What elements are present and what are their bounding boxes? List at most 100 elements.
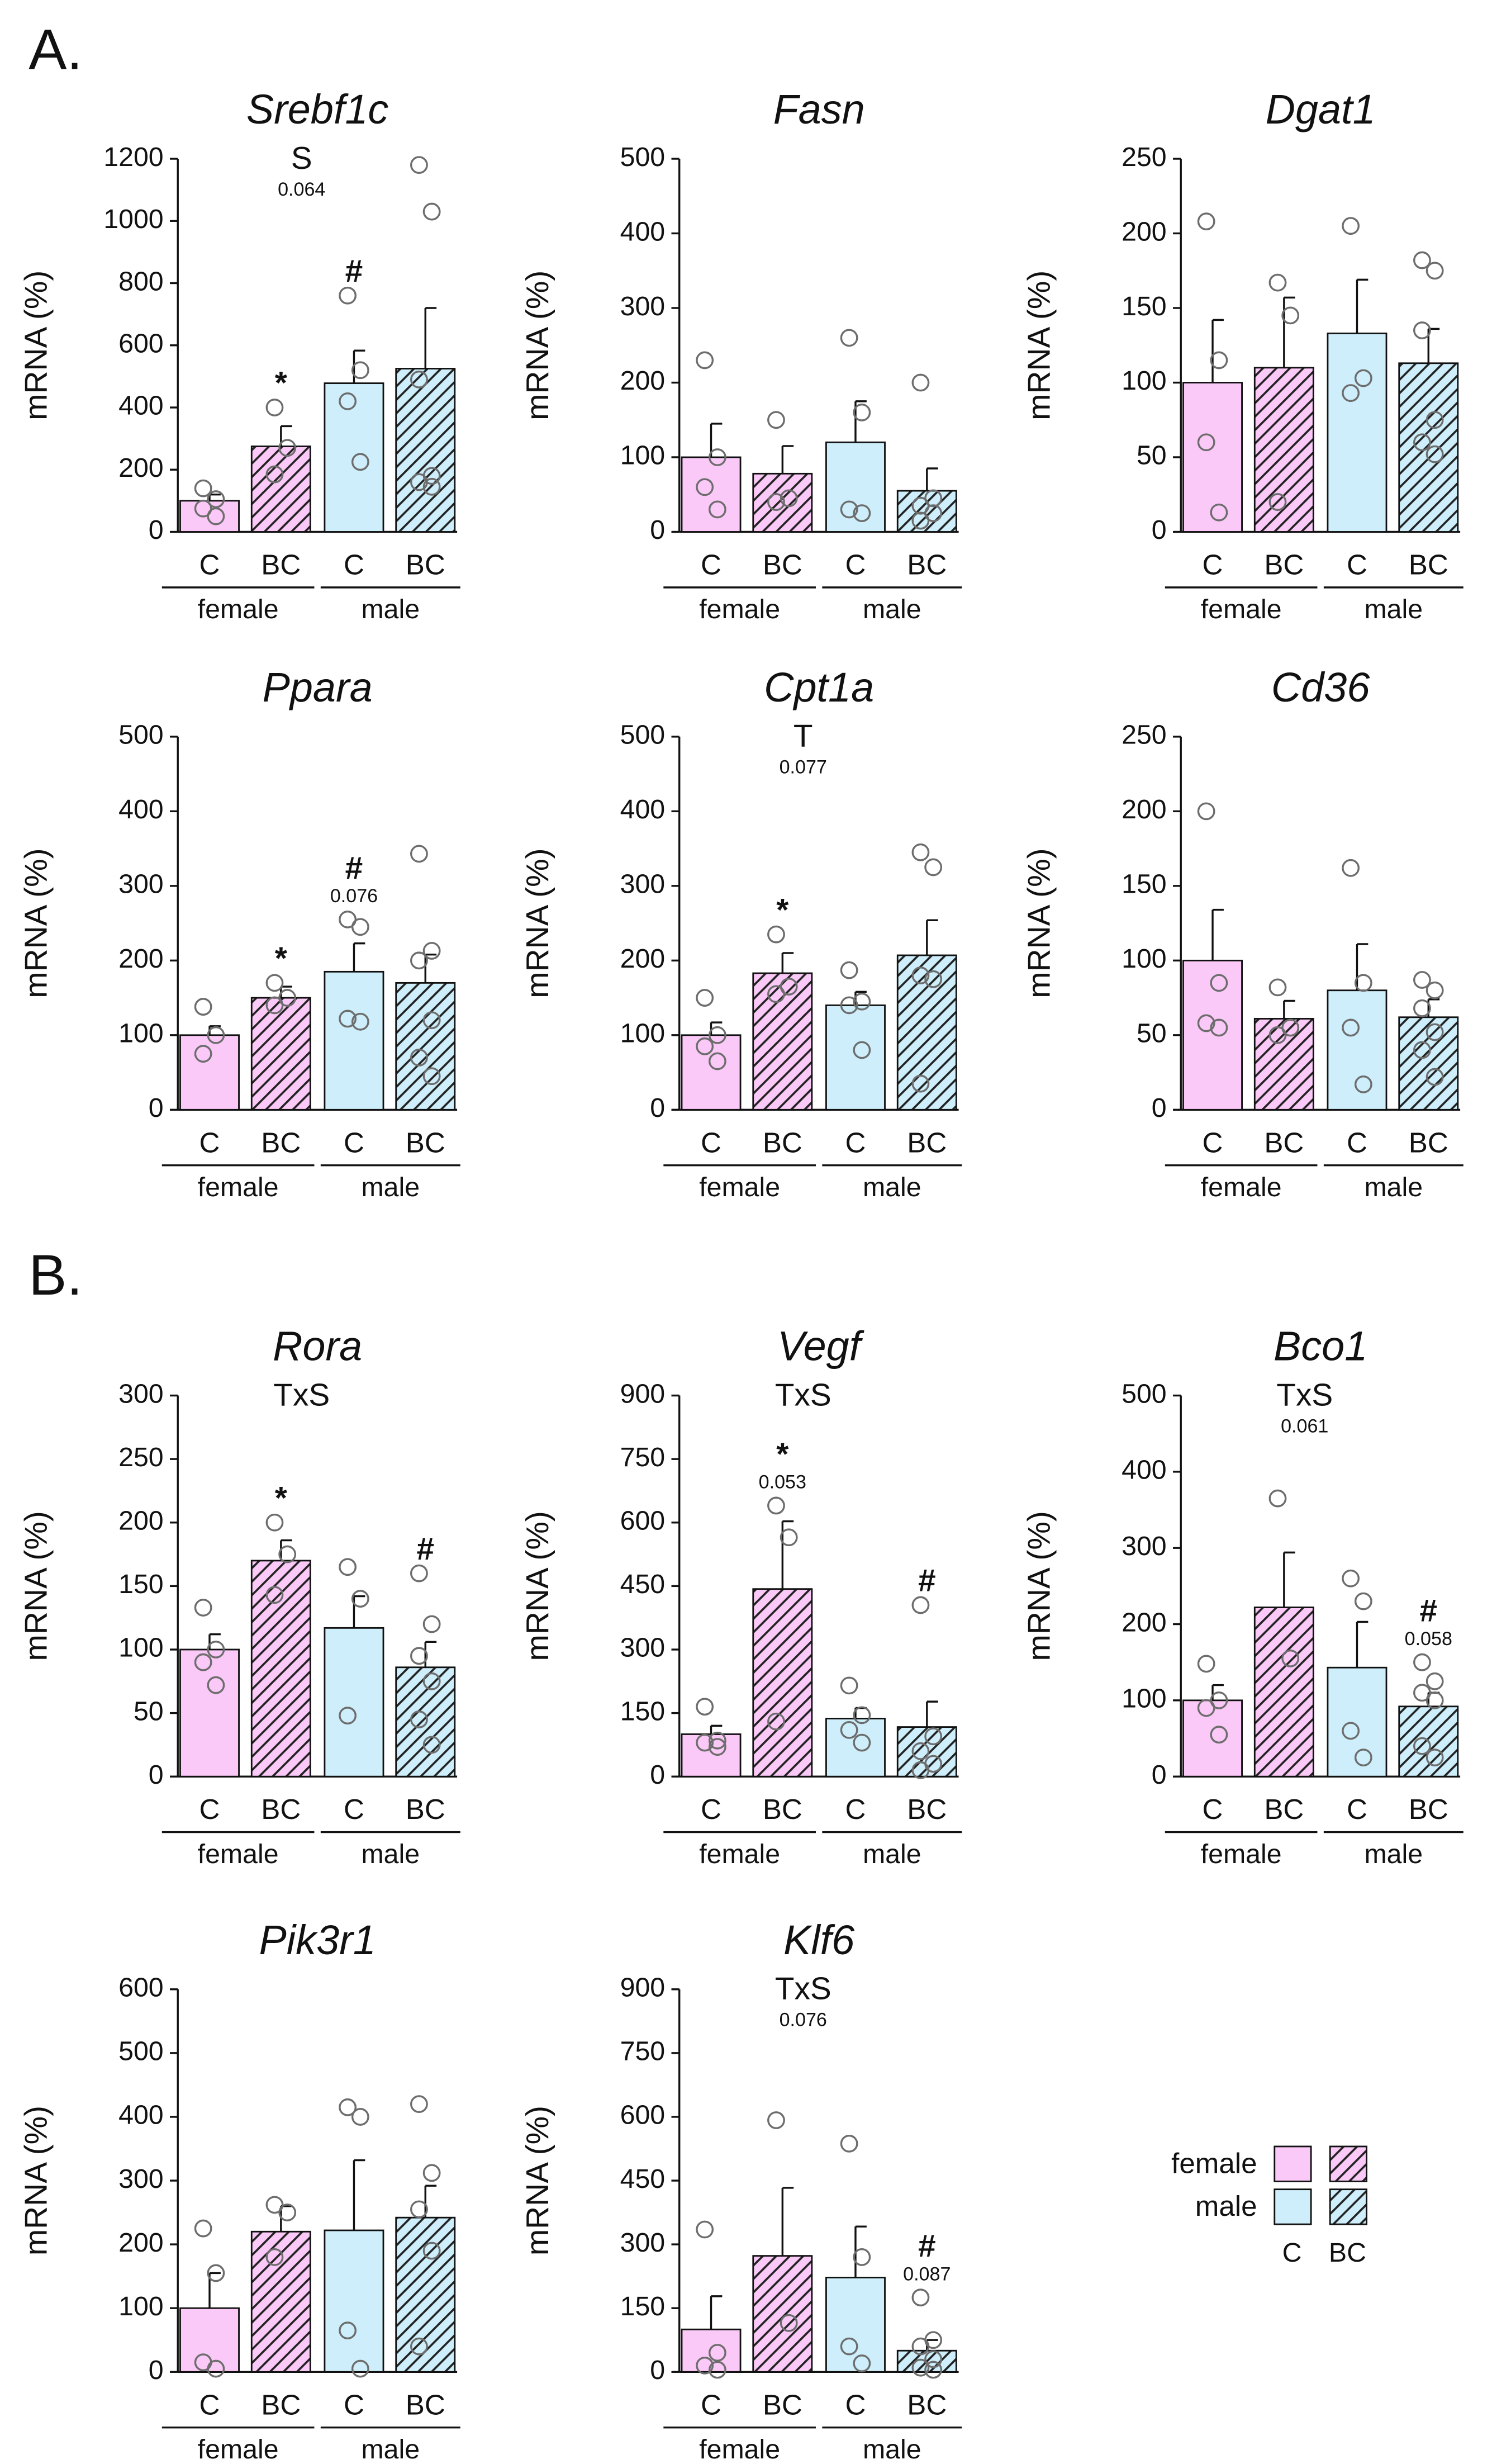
y-axis-label: mRNA (%) bbox=[520, 848, 555, 998]
data-point bbox=[911, 511, 930, 530]
data-point bbox=[207, 1026, 225, 1044]
y-tick-label: 0 bbox=[650, 515, 665, 545]
data-point bbox=[840, 1676, 858, 1695]
data-point bbox=[265, 1513, 284, 1532]
data-point bbox=[410, 1710, 428, 1728]
group-label: male bbox=[1364, 1172, 1423, 1202]
panel-label: B. bbox=[28, 1243, 83, 1307]
y-tick-label: 150 bbox=[118, 1569, 164, 1599]
data-point bbox=[767, 925, 785, 944]
data-point bbox=[696, 2220, 714, 2239]
bar bbox=[179, 1648, 240, 1778]
chart-title: Bco1 bbox=[1274, 1323, 1367, 1370]
y-tick-label: 200 bbox=[118, 944, 164, 974]
data-point bbox=[410, 845, 428, 863]
bar bbox=[324, 2229, 384, 2373]
data-point bbox=[410, 1564, 428, 1582]
y-tick-label: 500 bbox=[1122, 1378, 1167, 1409]
data-point bbox=[1210, 1018, 1228, 1037]
error-bar bbox=[424, 953, 437, 983]
data-point bbox=[194, 1599, 212, 1617]
data-point bbox=[853, 403, 871, 421]
group-label: female bbox=[1201, 1839, 1282, 1869]
significance-mark: * bbox=[776, 1437, 789, 1472]
chart-title: Dgat1 bbox=[1266, 86, 1376, 132]
error-bar bbox=[781, 445, 794, 474]
data-point bbox=[696, 478, 714, 496]
y-axis-label: mRNA (%) bbox=[1021, 848, 1057, 998]
data-point bbox=[1413, 971, 1431, 989]
y-tick-label: 400 bbox=[118, 794, 164, 825]
error-bar bbox=[1356, 1620, 1369, 1668]
data-point bbox=[339, 1707, 357, 1725]
data-point bbox=[265, 974, 284, 992]
error-bar bbox=[280, 1539, 292, 1561]
data-point bbox=[1210, 1726, 1228, 1744]
y-tick-label: 400 bbox=[620, 216, 666, 247]
data-point bbox=[410, 1647, 428, 1665]
data-point bbox=[1426, 1691, 1444, 1709]
x-tick-label: C bbox=[344, 2389, 364, 2420]
data-point bbox=[924, 1727, 943, 1746]
data-point bbox=[924, 970, 943, 988]
stats-label: TxS bbox=[775, 1972, 831, 2007]
data-point bbox=[696, 1698, 714, 1716]
x-tick-label: C bbox=[344, 1126, 364, 1158]
data-point bbox=[1354, 974, 1372, 992]
y-tick-label: 300 bbox=[620, 2228, 666, 2258]
data-point bbox=[767, 411, 785, 429]
bar bbox=[395, 982, 456, 1111]
data-point bbox=[339, 1558, 357, 1576]
bar bbox=[324, 1627, 384, 1778]
data-point bbox=[1413, 433, 1431, 452]
data-point bbox=[351, 361, 369, 380]
data-point bbox=[853, 1733, 871, 1752]
group-label: female bbox=[699, 1172, 780, 1202]
x-tick-label: BC bbox=[261, 2389, 301, 2420]
bar bbox=[752, 1588, 813, 1778]
data-point bbox=[194, 1045, 212, 1063]
y-tick-label: 300 bbox=[1122, 1531, 1167, 1561]
bar bbox=[395, 1666, 456, 1778]
error-bar bbox=[781, 952, 794, 974]
data-point bbox=[422, 202, 441, 221]
data-point bbox=[780, 2314, 798, 2332]
data-point bbox=[1342, 859, 1360, 877]
data-point bbox=[911, 2358, 930, 2377]
error-bar bbox=[1356, 278, 1369, 334]
data-point bbox=[767, 985, 785, 1003]
error-bar bbox=[854, 2225, 867, 2278]
significance-mark: * bbox=[776, 893, 789, 928]
x-tick-label: C bbox=[1347, 548, 1367, 580]
significance-mark: * bbox=[275, 1481, 288, 1516]
data-point bbox=[1268, 978, 1287, 997]
x-tick-label: C bbox=[199, 548, 220, 580]
error-bar bbox=[1211, 319, 1224, 383]
data-point bbox=[696, 1733, 714, 1752]
data-point bbox=[1426, 262, 1444, 280]
bar bbox=[1327, 1666, 1388, 1778]
x-tick-label: C bbox=[701, 548, 721, 580]
x-tick-label: BC bbox=[763, 1793, 802, 1825]
data-point bbox=[265, 1586, 284, 1604]
y-tick-label: 900 bbox=[620, 1973, 666, 2003]
data-point bbox=[1197, 212, 1215, 231]
data-point bbox=[1426, 1068, 1444, 1086]
data-point bbox=[696, 1037, 714, 1055]
data-point bbox=[853, 1706, 871, 1724]
bar bbox=[395, 368, 456, 533]
y-tick-label: 150 bbox=[1122, 291, 1167, 321]
y-axis-label: mRNA (%) bbox=[520, 271, 555, 420]
data-point bbox=[194, 479, 212, 497]
data-point bbox=[351, 1590, 369, 1608]
data-point bbox=[1413, 1653, 1431, 1671]
y-tick-label: 750 bbox=[620, 1442, 666, 1472]
data-point bbox=[1197, 1699, 1215, 1717]
y-tick-label: 500 bbox=[620, 720, 666, 750]
y-axis-label: mRNA (%) bbox=[18, 848, 54, 998]
x-tick-label: C bbox=[701, 1793, 721, 1825]
data-point bbox=[339, 392, 357, 410]
stats-p: 0.061 bbox=[1281, 1415, 1328, 1437]
data-point bbox=[207, 490, 225, 508]
